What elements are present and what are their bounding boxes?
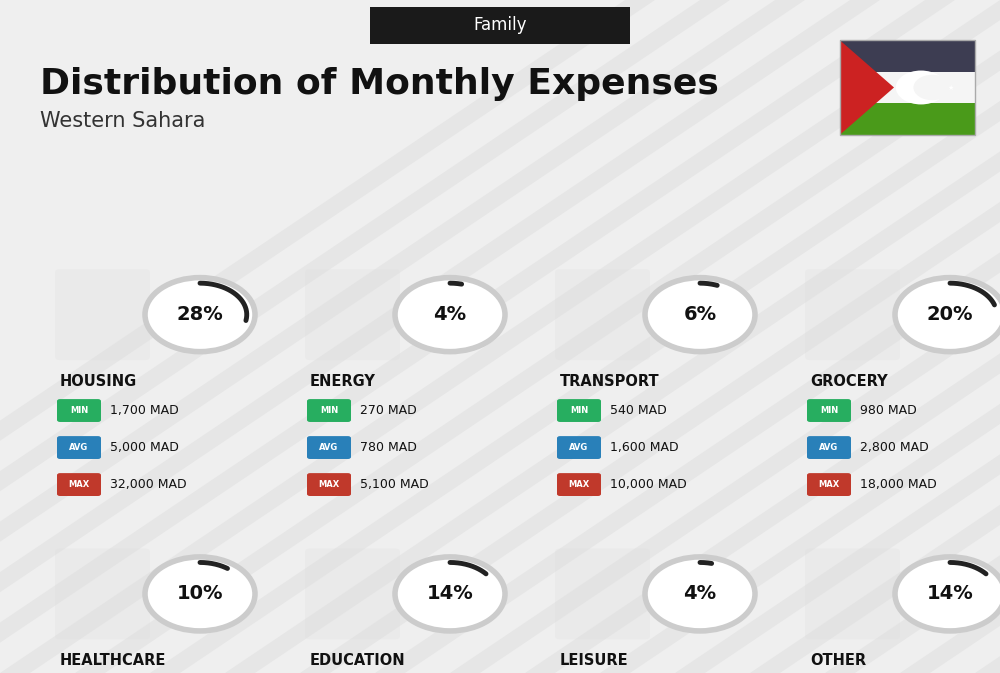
Text: AVG: AVG — [819, 443, 839, 452]
FancyBboxPatch shape — [55, 548, 150, 639]
Text: 6%: 6% — [683, 305, 717, 324]
Polygon shape — [0, 0, 655, 673]
FancyBboxPatch shape — [57, 473, 101, 496]
Text: OTHER: OTHER — [810, 653, 866, 668]
FancyBboxPatch shape — [557, 399, 601, 422]
Circle shape — [895, 278, 1000, 351]
Text: 20%: 20% — [927, 305, 973, 324]
Polygon shape — [225, 0, 1000, 673]
Circle shape — [895, 557, 1000, 631]
Text: MAX: MAX — [568, 480, 590, 489]
Polygon shape — [0, 0, 730, 673]
FancyBboxPatch shape — [305, 548, 400, 639]
Text: ENERGY: ENERGY — [310, 374, 376, 388]
Polygon shape — [975, 0, 1000, 673]
Text: Distribution of Monthly Expenses: Distribution of Monthly Expenses — [40, 67, 719, 101]
Text: 2,800 MAD: 2,800 MAD — [860, 441, 929, 454]
Text: 18,000 MAD: 18,000 MAD — [860, 478, 937, 491]
Text: MAX: MAX — [68, 480, 90, 489]
FancyBboxPatch shape — [807, 436, 851, 459]
Circle shape — [395, 278, 505, 351]
Circle shape — [896, 71, 946, 104]
Text: 10%: 10% — [177, 584, 223, 604]
Text: HEALTHCARE: HEALTHCARE — [60, 653, 166, 668]
FancyBboxPatch shape — [555, 269, 650, 360]
Polygon shape — [75, 0, 1000, 673]
Text: 1,700 MAD: 1,700 MAD — [110, 404, 179, 417]
FancyBboxPatch shape — [840, 103, 975, 135]
FancyBboxPatch shape — [840, 40, 975, 72]
Polygon shape — [0, 0, 805, 673]
FancyBboxPatch shape — [307, 473, 351, 496]
Polygon shape — [825, 0, 1000, 673]
Text: 5,000 MAD: 5,000 MAD — [110, 441, 179, 454]
FancyBboxPatch shape — [807, 399, 851, 422]
Text: 270 MAD: 270 MAD — [360, 404, 417, 417]
FancyBboxPatch shape — [805, 269, 900, 360]
Text: TRANSPORT: TRANSPORT — [560, 374, 660, 388]
FancyBboxPatch shape — [807, 473, 851, 496]
Text: 28%: 28% — [177, 305, 223, 324]
FancyBboxPatch shape — [57, 436, 101, 459]
Text: 4%: 4% — [683, 584, 717, 604]
Text: 5,100 MAD: 5,100 MAD — [360, 478, 429, 491]
Polygon shape — [150, 0, 1000, 673]
Text: MAX: MAX — [318, 480, 340, 489]
Circle shape — [645, 557, 755, 631]
Text: MIN: MIN — [820, 406, 838, 415]
Circle shape — [145, 278, 255, 351]
Circle shape — [913, 75, 951, 100]
Text: 14%: 14% — [427, 584, 473, 604]
FancyBboxPatch shape — [370, 7, 630, 44]
Polygon shape — [450, 0, 1000, 673]
Text: MIN: MIN — [70, 406, 88, 415]
Text: 4%: 4% — [433, 305, 467, 324]
FancyBboxPatch shape — [557, 473, 601, 496]
Text: HOUSING: HOUSING — [60, 374, 137, 388]
Circle shape — [645, 278, 755, 351]
Text: AVG: AVG — [319, 443, 339, 452]
FancyBboxPatch shape — [307, 436, 351, 459]
Text: 32,000 MAD: 32,000 MAD — [110, 478, 187, 491]
Polygon shape — [300, 0, 1000, 673]
Polygon shape — [600, 0, 1000, 673]
FancyBboxPatch shape — [555, 548, 650, 639]
FancyBboxPatch shape — [55, 269, 150, 360]
Text: 780 MAD: 780 MAD — [360, 441, 417, 454]
Text: AVG: AVG — [569, 443, 589, 452]
Circle shape — [395, 557, 505, 631]
Text: LEISURE: LEISURE — [560, 653, 629, 668]
Text: Family: Family — [473, 16, 527, 34]
Text: 1,600 MAD: 1,600 MAD — [610, 441, 679, 454]
Text: MIN: MIN — [570, 406, 588, 415]
Text: ★: ★ — [948, 85, 954, 90]
Polygon shape — [525, 0, 1000, 673]
Polygon shape — [750, 0, 1000, 673]
Polygon shape — [675, 0, 1000, 673]
Polygon shape — [840, 40, 894, 135]
FancyBboxPatch shape — [557, 436, 601, 459]
Text: 10,000 MAD: 10,000 MAD — [610, 478, 687, 491]
FancyBboxPatch shape — [57, 399, 101, 422]
Text: MAX: MAX — [818, 480, 840, 489]
Polygon shape — [0, 0, 880, 673]
Text: 540 MAD: 540 MAD — [610, 404, 667, 417]
Text: GROCERY: GROCERY — [810, 374, 888, 388]
Polygon shape — [0, 0, 955, 673]
Text: AVG: AVG — [69, 443, 89, 452]
FancyBboxPatch shape — [305, 269, 400, 360]
Text: 980 MAD: 980 MAD — [860, 404, 917, 417]
FancyBboxPatch shape — [307, 399, 351, 422]
Circle shape — [145, 557, 255, 631]
Text: EDUCATION: EDUCATION — [310, 653, 406, 668]
FancyBboxPatch shape — [840, 72, 975, 103]
Text: Western Sahara: Western Sahara — [40, 111, 205, 131]
Text: 14%: 14% — [927, 584, 973, 604]
Text: MIN: MIN — [320, 406, 338, 415]
FancyBboxPatch shape — [805, 548, 900, 639]
Polygon shape — [375, 0, 1000, 673]
Polygon shape — [900, 0, 1000, 673]
